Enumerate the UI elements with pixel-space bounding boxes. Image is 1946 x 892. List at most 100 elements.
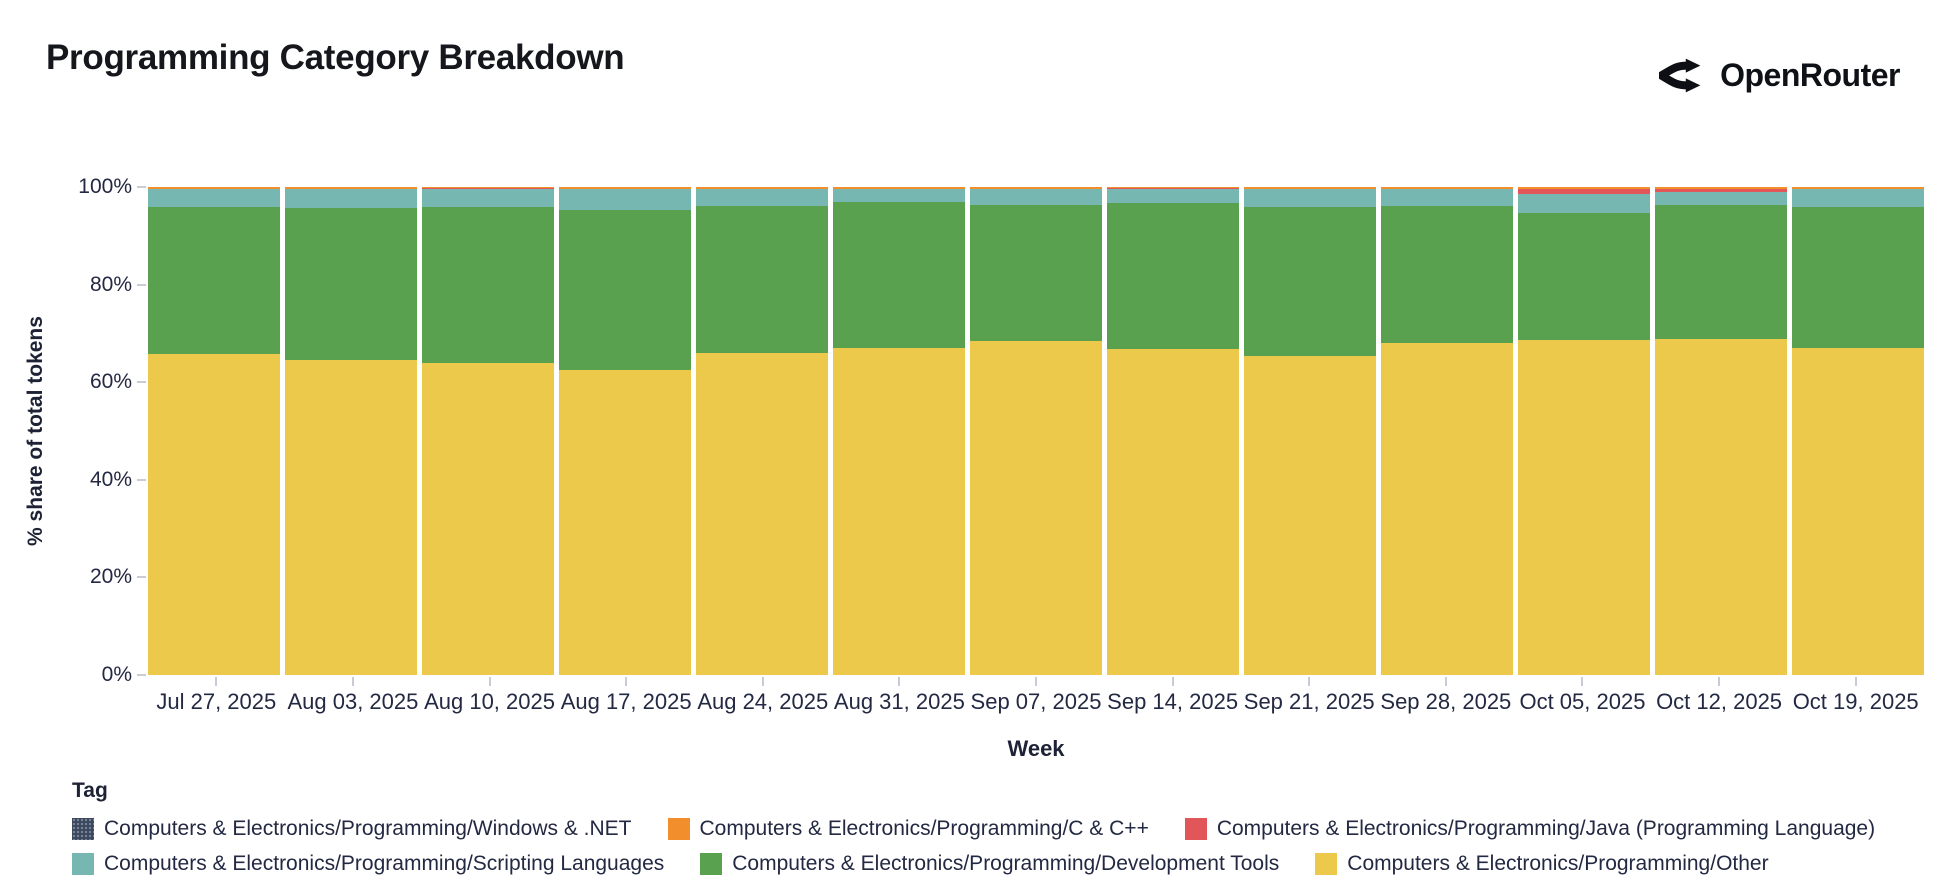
bar-segment-c-cpp[interactable]	[1655, 187, 1787, 189]
bar-segment-development-tools[interactable]	[1244, 207, 1376, 356]
bar-segment-development-tools[interactable]	[696, 206, 828, 354]
bar-segment-development-tools[interactable]	[1518, 213, 1650, 340]
x-tick-mark-aug-03-2025	[351, 677, 354, 686]
bar-segment-other[interactable]	[833, 347, 965, 675]
bar-segment-other[interactable]	[1107, 348, 1239, 675]
bar-segment-development-tools[interactable]	[285, 208, 417, 360]
bar-segment-c-cpp[interactable]	[1792, 187, 1924, 189]
plot-area	[148, 187, 1924, 675]
bar-segment-development-tools[interactable]	[1792, 207, 1924, 348]
bar-segment-c-cpp[interactable]	[970, 187, 1102, 189]
bar-segment-other[interactable]	[1381, 342, 1513, 675]
bar-segment-java[interactable]	[1518, 188, 1650, 194]
bar-segment-c-cpp[interactable]	[285, 187, 417, 189]
bar-segment-scripting-languages[interactable]	[285, 188, 417, 208]
x-tick-label-sep-28-2025: Sep 28, 2025	[1380, 689, 1512, 714]
legend-swatch-java	[1184, 818, 1207, 840]
bar-segment-development-tools[interactable]	[1107, 203, 1239, 349]
y-tick-label-60: 60%	[89, 370, 132, 394]
bar-sep-28-2025	[1381, 187, 1513, 675]
bar-segment-other[interactable]	[559, 370, 691, 675]
bar-oct-12-2025	[1655, 187, 1787, 675]
y-tick-label-40: 40%	[89, 467, 132, 491]
bar-segment-development-tools[interactable]	[422, 207, 554, 363]
x-axis-title: Week	[1007, 736, 1065, 761]
x-tick-mark-aug-10-2025	[488, 677, 491, 686]
legend-item-other: Computers & Electronics/Programming/Othe…	[1315, 852, 1769, 876]
y-tick-mark-40	[137, 478, 146, 481]
bar-segment-development-tools[interactable]	[148, 207, 280, 354]
bar-segment-other[interactable]	[1792, 347, 1924, 675]
bar-aug-10-2025	[422, 187, 554, 675]
bar-segment-other[interactable]	[285, 359, 417, 675]
bar-segment-scripting-languages[interactable]	[1381, 188, 1513, 207]
bar-segment-c-cpp[interactable]	[696, 187, 828, 189]
bar-segment-other[interactable]	[1518, 339, 1650, 675]
bar-segment-development-tools[interactable]	[970, 205, 1102, 341]
bar-aug-03-2025	[285, 187, 417, 675]
legend-label-development-tools: Computers & Electronics/Programming/Deve…	[732, 852, 1280, 875]
bar-segment-scripting-languages[interactable]	[148, 188, 280, 208]
bar-segment-java[interactable]	[1655, 188, 1787, 193]
x-tick-label-jul-27-2025: Jul 27, 2025	[156, 689, 277, 714]
bar-jul-27-2025	[148, 187, 280, 675]
legend-title: Tag	[72, 779, 108, 802]
bar-segment-scripting-languages[interactable]	[1655, 192, 1787, 206]
bar-segment-scripting-languages[interactable]	[1107, 188, 1239, 204]
x-tick-mark-sep-28-2025	[1444, 677, 1447, 686]
legend-row-2: Computers & Electronics/Programming/Scri…	[72, 852, 1875, 876]
legend-swatch-windows-net	[72, 818, 94, 840]
bar-segment-scripting-languages[interactable]	[833, 188, 965, 203]
y-tick-label-0: 0%	[101, 663, 132, 686]
bar-segment-development-tools[interactable]	[833, 202, 965, 348]
y-tick-label-100: 100%	[78, 175, 132, 198]
y-tick-mark-20	[137, 576, 146, 579]
bar-segment-c-cpp[interactable]	[422, 187, 554, 189]
legend-swatch-c-cpp	[667, 818, 690, 840]
bar-segment-c-cpp[interactable]	[559, 187, 691, 189]
legend-swatch-scripting-languages	[72, 853, 94, 875]
y-tick-mark-60	[137, 381, 146, 384]
bar-segment-other[interactable]	[696, 353, 828, 675]
bar-segment-scripting-languages[interactable]	[696, 188, 828, 207]
y-tick-mark-100	[137, 186, 146, 188]
bar-segment-other[interactable]	[148, 353, 280, 675]
x-tick-mark-sep-14-2025	[1171, 677, 1174, 686]
bar-segment-c-cpp[interactable]	[1381, 187, 1513, 189]
bar-segment-c-cpp[interactable]	[148, 187, 280, 189]
bar-segment-c-cpp[interactable]	[1244, 187, 1376, 189]
x-tick-label-aug-31-2025: Aug 31, 2025	[833, 689, 965, 714]
bar-segment-other[interactable]	[422, 362, 554, 675]
legend: Tag Computers & Electronics/Programming/…	[72, 779, 1875, 876]
bar-segment-c-cpp[interactable]	[833, 187, 965, 189]
bar-segment-scripting-languages[interactable]	[559, 188, 691, 211]
brand-name: OpenRouter	[1720, 56, 1900, 93]
bar-segment-development-tools[interactable]	[1381, 206, 1513, 343]
bar-segment-scripting-languages[interactable]	[1792, 188, 1924, 208]
bar-segment-other[interactable]	[970, 340, 1102, 675]
x-tick-label-aug-17-2025: Aug 17, 2025	[560, 689, 692, 714]
y-axis-labels: 0% 20% 40% 60% 80% 100%	[0, 176, 132, 686]
bar-aug-24-2025	[696, 187, 828, 675]
brand-logo[interactable]: OpenRouter	[1659, 48, 1900, 102]
bar-segment-other[interactable]	[1655, 338, 1787, 675]
bar-segment-c-cpp[interactable]	[1107, 187, 1239, 189]
x-tick-label-oct-19-2025: Oct 19, 2025	[1792, 689, 1919, 714]
legend-row-1: Computers & Electronics/Programming/Wind…	[72, 817, 1875, 841]
bar-segment-development-tools[interactable]	[1655, 205, 1787, 339]
legend-label-java: Computers & Electronics/Programming/Java…	[1216, 817, 1876, 840]
bar-segment-other[interactable]	[1244, 355, 1376, 675]
x-axis-ticks	[148, 677, 1924, 686]
bar-segment-development-tools[interactable]	[559, 210, 691, 370]
bar-segment-scripting-languages[interactable]	[1518, 193, 1650, 214]
bar-segment-scripting-languages[interactable]	[970, 188, 1102, 206]
bar-segment-scripting-languages[interactable]	[422, 188, 554, 208]
legend-item-scripting-languages: Computers & Electronics/Programming/Scri…	[72, 852, 664, 876]
bar-segment-scripting-languages[interactable]	[1244, 188, 1376, 208]
x-tick-mark-oct-12-2025	[1718, 677, 1721, 686]
bar-sep-21-2025	[1244, 187, 1376, 675]
bar-aug-31-2025	[833, 187, 965, 675]
x-tick-label-sep-14-2025: Sep 14, 2025	[1107, 689, 1239, 714]
bar-segment-c-cpp[interactable]	[1518, 187, 1650, 189]
